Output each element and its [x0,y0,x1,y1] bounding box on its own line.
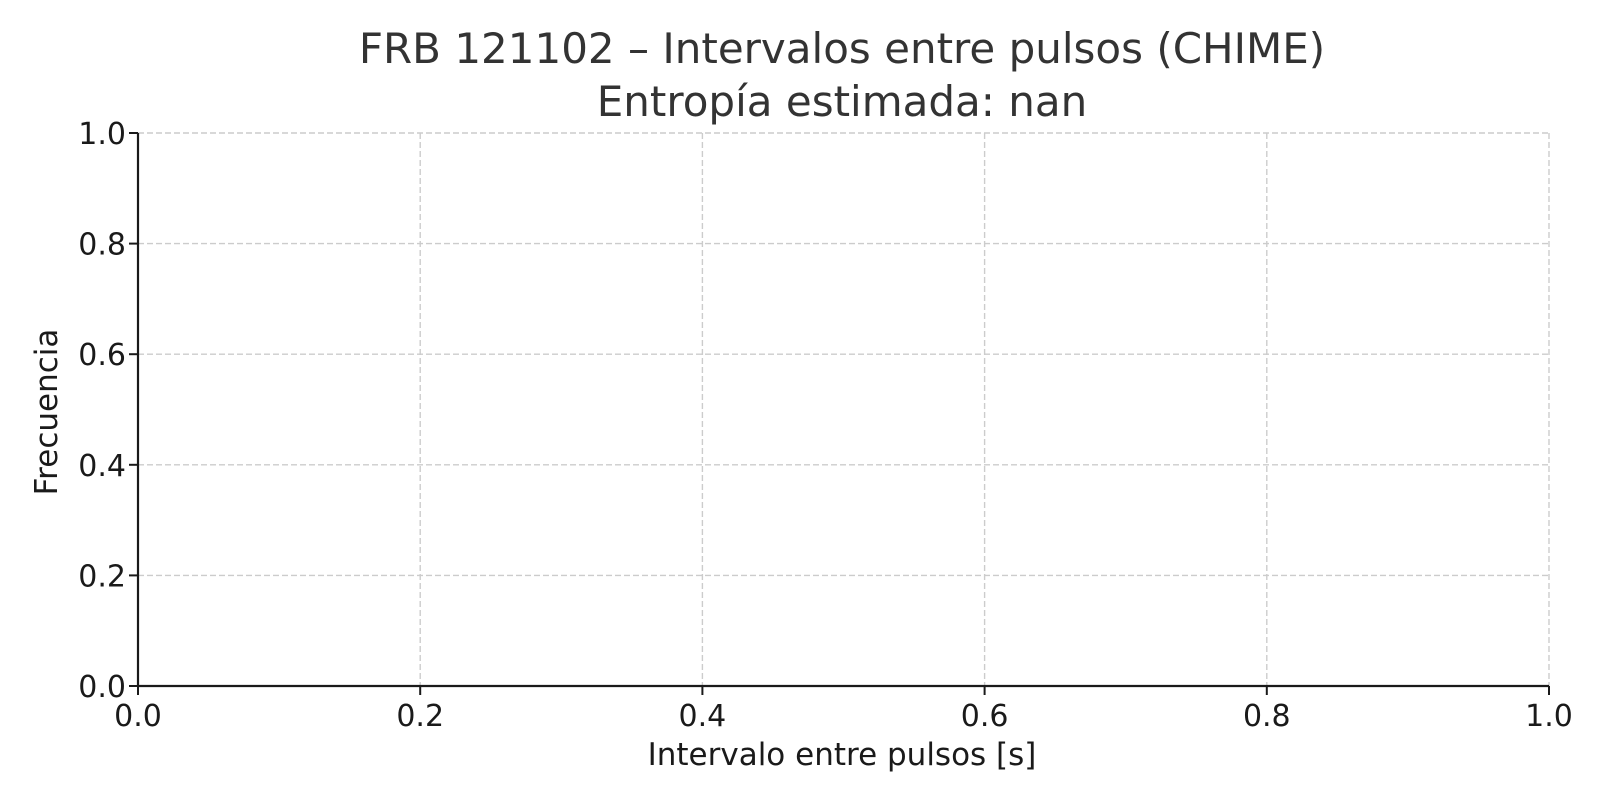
y-axis-ticks: 0.0 0.2 0.4 0.6 0.8 1.0 [78,117,138,705]
x-tick-label: 0.8 [1243,699,1291,734]
y-tick-label: 1.0 [78,117,126,152]
grid-lines [137,132,1550,687]
x-axis-label: Intervalo entre pulsos [s] [648,737,1037,773]
x-tick-label: 0.6 [961,699,1009,734]
y-tick-label: 0.4 [78,449,126,484]
x-tick-label: 0.4 [679,699,727,734]
x-tick-label: 1.0 [1525,699,1573,734]
y-tick-label: 0.2 [78,559,126,594]
y-axis-label: Frecuencia [29,329,65,496]
y-tick-label: 0.6 [78,338,126,373]
y-tick-label: 0.8 [78,228,126,263]
y-tick-label: 0.0 [78,670,126,705]
chart-subtitle: Entropía estimada: nan [597,77,1087,126]
x-axis-ticks: 0.0 0.2 0.4 0.6 0.8 1.0 [114,686,1573,734]
x-tick-label: 0.2 [396,699,444,734]
chart-title: FRB 121102 – Intervalos entre pulsos (CH… [359,24,1325,73]
x-tick-label: 0.0 [114,699,162,734]
